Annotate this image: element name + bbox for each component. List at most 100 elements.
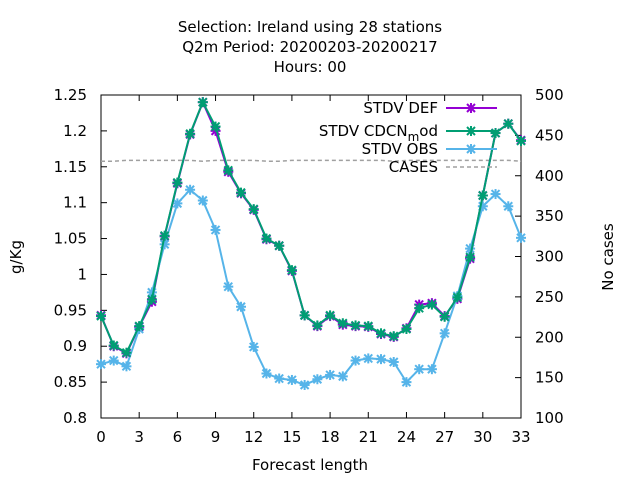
data-point-stdv-cdcn-mod [350, 320, 361, 331]
y2-tick-label: 450 [535, 126, 564, 144]
data-point-stdv-obs [121, 361, 132, 372]
x-tick-label: 3 [134, 428, 144, 446]
data-point-stdv-cdcn-mod [236, 187, 246, 198]
x-tick-label: 24 [397, 428, 416, 446]
data-point-stdv-obs [236, 301, 246, 312]
y2-tick-label: 500 [535, 86, 564, 104]
legend-label-part: m [408, 130, 420, 144]
data-point-stdv-cdcn-mod [376, 328, 386, 339]
plot-area-border [100, 94, 522, 419]
data-point-stdv-cdcn-mod [134, 321, 145, 332]
series-cases [101, 159, 522, 162]
data-point-stdv-obs [286, 374, 297, 385]
legend-label-cases: CASES [389, 158, 438, 176]
x-tick-label: 27 [435, 428, 454, 446]
data-point-stdv-cdcn-mod [388, 331, 399, 342]
data-point-stdv-cdcn-mod [197, 97, 208, 108]
data-point-stdv-obs [376, 354, 386, 365]
y-tick-label: 0.9 [63, 337, 87, 355]
y-tick-label: 0.95 [54, 301, 87, 319]
data-point-stdv-obs [325, 369, 336, 380]
data-point-stdv-obs [503, 201, 514, 212]
y2-tick-label: 300 [535, 248, 564, 266]
x-tick-label: 9 [211, 428, 221, 446]
y-tick-label: 1 [77, 265, 87, 283]
x-axis-label: Forecast length [252, 456, 368, 474]
data-point-stdv-obs [96, 359, 106, 370]
series-line-stdv-cdcn-mod [100, 99, 522, 355]
data-point-stdv-cdcn-mod [248, 204, 259, 215]
data-point-stdv-obs [337, 371, 348, 382]
y2-tick-label: 100 [535, 409, 564, 427]
data-point-stdv-cdcn-mod [121, 347, 132, 358]
data-point-stdv-cdcn-mod [108, 340, 119, 351]
legend-label-stdv-def: STDV DEF [363, 99, 438, 117]
data-point-stdv-cdcn-mod [337, 318, 348, 329]
legend-label-stdv-cdcn-mod: STDV CDCNmod [319, 122, 438, 144]
y2-axis-label: No cases [599, 223, 617, 291]
y-axis-label: g/Kg [7, 240, 25, 274]
data-point-stdv-obs [223, 281, 234, 292]
data-point-stdv-cdcn-mod [299, 310, 310, 321]
data-point-stdv-cdcn-mod [401, 323, 412, 334]
axis-ticks: 0 3 6 9 12 15 18 21 24 27 30 33 0.8 0.85 0.9 0.95 1 1.05 1… [54, 86, 564, 446]
x-tick-label: 12 [244, 428, 263, 446]
legend-label-stdv-obs: STDV OBS [362, 140, 438, 158]
legend-label-part: CASES [389, 158, 438, 176]
y-tick-label: 1.2 [63, 122, 87, 140]
series-line-stdv-obs [100, 188, 522, 387]
data-point-stdv-cdcn-mod [185, 128, 196, 139]
series-layer [96, 97, 526, 390]
data-point-stdv-obs [299, 379, 310, 390]
data-point-stdv-cdcn-mod [490, 128, 501, 139]
series-stdv-obs [96, 184, 526, 390]
y-tick-label: 1.25 [54, 86, 87, 104]
data-point-stdv-cdcn-mod [286, 265, 297, 276]
legend-label-part: od [419, 122, 438, 140]
y2-tick-label: 250 [535, 288, 564, 306]
data-point-stdv-cdcn-mod [210, 121, 221, 132]
data-point-stdv-cdcn-mod [96, 311, 106, 322]
data-point-stdv-cdcn-mod [312, 320, 323, 331]
data-point-stdv-obs [248, 341, 259, 352]
data-point-stdv-cdcn-mod [261, 233, 272, 244]
series-line-stdv-def [100, 99, 522, 355]
data-point-stdv-cdcn-mod [172, 177, 183, 188]
series-stdv-cdcn-mod [96, 97, 526, 358]
y2-tick-label: 200 [535, 328, 564, 346]
data-point-stdv-cdcn-mod [426, 299, 437, 310]
data-point-stdv-obs [414, 364, 425, 375]
legend-marker-stdv-obs [466, 144, 476, 154]
x-tick-label: 18 [321, 428, 340, 446]
data-point-stdv-cdcn-mod [146, 294, 157, 305]
data-point-stdv-obs [108, 355, 119, 366]
data-point-stdv-obs [261, 368, 272, 379]
y2-tick-label: 350 [535, 207, 564, 225]
data-point-stdv-cdcn-mod [325, 310, 336, 321]
data-point-stdv-obs [516, 232, 526, 243]
x-tick-label: 15 [282, 428, 301, 446]
series-line-cases [101, 159, 522, 162]
data-point-stdv-obs [388, 357, 399, 368]
legend-label-part: STDV CDCN [319, 122, 408, 140]
data-point-stdv-cdcn-mod [516, 135, 526, 146]
data-point-stdv-cdcn-mod [452, 292, 463, 303]
data-point-stdv-obs [185, 184, 196, 195]
y-tick-label: 0.8 [63, 409, 87, 427]
data-point-stdv-obs [274, 373, 285, 384]
data-point-stdv-obs [197, 195, 208, 206]
legend-marker-stdv-def [466, 103, 476, 113]
data-point-stdv-cdcn-mod [414, 303, 425, 314]
data-point-stdv-obs [363, 353, 374, 364]
legend-label-part: STDV DEF [363, 99, 438, 117]
data-point-stdv-cdcn-mod [159, 230, 170, 241]
data-point-stdv-cdcn-mod [363, 321, 374, 332]
legend-marker-stdv-cdcn-mod [466, 126, 476, 136]
data-point-stdv-cdcn-mod [465, 252, 476, 263]
data-point-stdv-cdcn-mod [223, 165, 234, 176]
data-point-stdv-obs [350, 355, 361, 366]
data-point-stdv-obs [490, 189, 501, 200]
data-point-stdv-obs [159, 239, 170, 250]
